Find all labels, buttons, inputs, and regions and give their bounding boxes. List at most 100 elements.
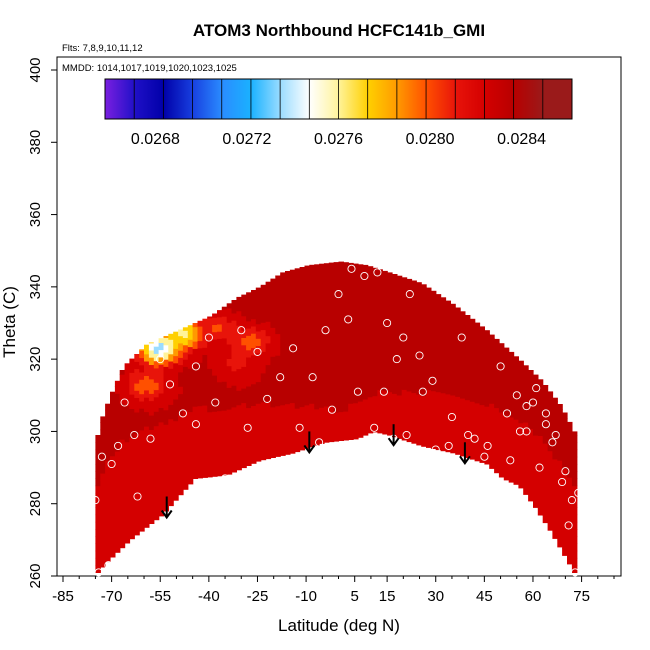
heatmap-cell: [187, 375, 194, 384]
heatmap-cell: [552, 397, 558, 402]
heatmap-cell: [280, 281, 286, 290]
heatmap-cell: [445, 430, 451, 438]
heatmap-cell: [533, 391, 539, 400]
heatmap-cell: [129, 358, 135, 366]
heatmap-cell: [304, 441, 310, 449]
heatmap-cell: [212, 461, 218, 470]
heatmap-cell: [148, 407, 155, 416]
heatmap-cell: [270, 421, 276, 430]
heatmap-cell: [148, 349, 155, 358]
heatmap-cell: [523, 400, 529, 409]
heatmap-cell: [518, 408, 524, 417]
heatmap-cell: [173, 341, 179, 349]
heatmap-cell: [182, 424, 189, 432]
heatmap-cell: [533, 442, 539, 451]
heatmap-cell: [304, 274, 310, 283]
heatmap-cell: [241, 453, 247, 461]
heatmap-cell: [430, 354, 437, 363]
heatmap-cell: [299, 420, 306, 429]
heatmap-cell: [309, 294, 315, 303]
heatmap-cell: [226, 322, 233, 331]
heatmap-cell: [357, 278, 364, 286]
heatmap-cell: [552, 401, 558, 409]
heatmap-cell: [260, 286, 267, 294]
heatmap-cell: [309, 309, 315, 318]
heatmap-cell: [319, 400, 325, 408]
heatmap-cell: [430, 368, 437, 377]
heatmap-cell: [547, 450, 554, 459]
heatmap-cell: [299, 428, 306, 436]
heatmap-cell: [484, 384, 490, 393]
heatmap-cell: [455, 360, 461, 368]
heatmap-cell: [348, 410, 354, 419]
heatmap-cell: [260, 322, 267, 331]
heatmap-cell: [314, 300, 320, 309]
heatmap-cell: [343, 374, 349, 383]
heatmap-cell: [202, 318, 208, 327]
heatmap-cell: [260, 329, 267, 338]
heatmap-cell: [163, 337, 169, 346]
heatmap-cell: [328, 275, 335, 284]
heatmap-cell: [542, 414, 549, 422]
heatmap-cell: [197, 449, 203, 457]
heatmap-cell: [294, 379, 301, 387]
heatmap-cell: [163, 467, 169, 476]
heatmap-cell: [221, 460, 228, 469]
heatmap-cell: [148, 386, 155, 394]
heatmap-cell: [348, 309, 354, 318]
heatmap-cell: [182, 445, 189, 454]
heatmap-cell: [314, 343, 320, 352]
heatmap-cell: [377, 281, 383, 289]
heatmap-cell: [280, 274, 286, 283]
heatmap-cell: [377, 375, 383, 383]
heatmap-cell: [168, 375, 174, 384]
heatmap-cell: [309, 273, 315, 281]
heatmap-cell: [168, 418, 174, 427]
heatmap-cell: [333, 361, 340, 370]
heatmap-cell: [163, 474, 169, 483]
sample-point: [107, 459, 116, 469]
heatmap-cell: [484, 348, 490, 357]
heatmap-cell: [212, 375, 218, 383]
heatmap-cell: [528, 479, 534, 487]
heatmap-cell: [178, 393, 184, 402]
heatmap-cell: [309, 417, 315, 426]
heatmap-cell: [557, 496, 563, 504]
heatmap-cell: [513, 419, 519, 427]
heatmap-cell: [309, 316, 315, 325]
sample-point: [315, 438, 324, 447]
heatmap-cell: [294, 321, 301, 330]
heatmap-cell: [197, 340, 203, 349]
colorbar-segment: [426, 79, 456, 119]
heatmap-cell: [280, 397, 286, 406]
heatmap-cell: [153, 497, 160, 506]
heatmap-cell: [289, 308, 296, 317]
heatmap-cell: [148, 443, 155, 452]
sample-point: [97, 452, 106, 461]
heatmap-cell: [367, 404, 374, 412]
heatmap-cell: [182, 395, 189, 404]
heatmap-cell: [377, 273, 383, 282]
heatmap-cell: [100, 509, 106, 517]
heatmap-cell: [100, 436, 106, 445]
heatmap-cell: [455, 418, 461, 426]
heatmap-cell: [241, 308, 247, 317]
heatmap-cell: [382, 270, 388, 276]
heatmap-cell: [323, 377, 330, 385]
heatmap-cell: [460, 311, 466, 320]
heatmap-cell: [241, 344, 247, 353]
heatmap-cell: [236, 339, 242, 348]
heatmap-cell: [246, 364, 252, 372]
heatmap-cell: [246, 436, 252, 445]
heatmap-cell: [236, 368, 242, 377]
heatmap-cell: [158, 392, 165, 401]
heatmap-cell: [489, 453, 495, 462]
heatmap-cell: [144, 498, 150, 507]
heatmap-cell: [124, 499, 131, 508]
heatmap-cell: [168, 498, 174, 507]
heatmap-cell: [382, 274, 388, 283]
heatmap-cell: [474, 453, 481, 462]
heatmap-cell: [153, 375, 160, 383]
heatmap-cell: [498, 368, 505, 377]
heatmap-cell: [144, 447, 150, 456]
